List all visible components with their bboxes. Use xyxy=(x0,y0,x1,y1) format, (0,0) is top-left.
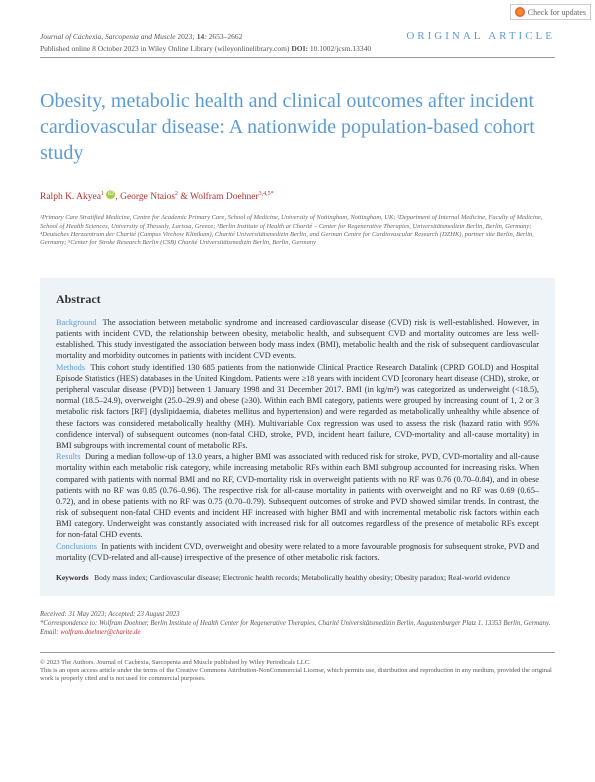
article-page: Journal of Cachexia, Sarcopenia and Musc… xyxy=(0,0,595,704)
footer-meta: Received: 31 May 2023; Accepted: 23 Augu… xyxy=(40,610,555,638)
abstract-heading: Abstract xyxy=(56,292,539,307)
copyright-block: © 2023 The Authors. Journal of Cachexia,… xyxy=(40,659,555,684)
results-label: Results xyxy=(56,452,80,461)
check-updates-badge[interactable]: Check for updates xyxy=(510,4,591,20)
header-row: Journal of Cachexia, Sarcopenia and Musc… xyxy=(40,30,555,42)
copyright-line-2: This is an open access article under the… xyxy=(40,667,555,684)
article-type: ORIGINAL ARTICLE xyxy=(406,30,555,42)
journal-year: 2023 xyxy=(177,32,192,41)
doi-label: DOI: xyxy=(291,44,308,53)
journal-pages: 2653–2662 xyxy=(209,32,243,41)
results-text: During a median follow-up of 13.0 years,… xyxy=(56,452,539,539)
conclusions-text: In patients with incident CVD, overweigh… xyxy=(56,542,539,562)
background-label: Background xyxy=(56,318,97,327)
methods-text: This cohort study identified 130 685 pat… xyxy=(56,363,539,450)
affiliations: ¹Primary Care Stratified Medicine, Centr… xyxy=(40,214,555,248)
author-3: Wolfram Doehner xyxy=(190,192,259,202)
journal-name: Journal of Cachexia, Sarcopenia and Musc… xyxy=(40,32,176,41)
keywords-row: Keywords Body mass index; Cardiovascular… xyxy=(56,573,539,582)
correspondence-email[interactable]: wolfram.doehner@charite.de xyxy=(60,629,140,636)
orcid-icon[interactable]: iD xyxy=(106,190,115,199)
methods-label: Methods xyxy=(56,363,85,372)
article-title: Obesity, metabolic health and clinical o… xyxy=(40,88,555,166)
footer-divider xyxy=(40,652,555,653)
journal-vol: 14 xyxy=(197,32,205,41)
received-accepted: Received: 31 May 2023; Accepted: 23 Augu… xyxy=(40,610,555,619)
authors-list: Ralph K. Akyea1 iD, George Ntaios2 & Wol… xyxy=(40,190,555,202)
conclusions-label: Conclusions xyxy=(56,542,97,551)
copyright-line-1: © 2023 The Authors. Journal of Cachexia,… xyxy=(40,659,555,667)
doi-value: 10.1002/jcsm.13340 xyxy=(310,44,371,53)
abstract-body: Background The association between metab… xyxy=(56,317,539,563)
author-1: Ralph K. Akyea xyxy=(40,192,101,202)
pub-text: Published online 8 October 2023 in Wiley… xyxy=(40,44,289,53)
keywords-label: Keywords xyxy=(56,573,89,582)
check-updates-icon xyxy=(515,7,525,17)
journal-info: Journal of Cachexia, Sarcopenia and Musc… xyxy=(40,32,242,42)
background-text: The association between metabolic syndro… xyxy=(56,318,539,361)
abstract-box: Abstract Background The association betw… xyxy=(40,278,555,596)
correspondence-line: *Correspondence to: Wolfram Doehner, Ber… xyxy=(40,619,555,637)
check-updates-label: Check for updates xyxy=(528,8,586,17)
keywords-text: Body mass index; Cardiovascular disease;… xyxy=(94,573,510,582)
header-divider xyxy=(40,57,555,58)
publication-line: Published online 8 October 2023 in Wiley… xyxy=(40,44,555,53)
author-2: George Ntaios xyxy=(120,192,175,202)
